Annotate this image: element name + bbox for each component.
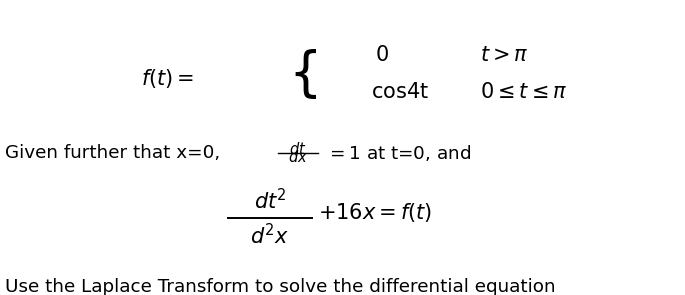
Text: $\mathrm{cos4t}$: $\mathrm{cos4t}$ (371, 82, 429, 102)
Text: $dt^2$: $dt^2$ (253, 188, 286, 213)
Text: $t > \pi$: $t > \pi$ (480, 45, 529, 65)
Text: Given further that x=0,: Given further that x=0, (5, 144, 220, 162)
Text: $= 1$ at t=0, and: $= 1$ at t=0, and (326, 143, 471, 163)
Text: Use the Laplace Transform to solve the differential equation: Use the Laplace Transform to solve the d… (5, 278, 556, 295)
Text: $d^2x$: $d^2x$ (251, 223, 290, 248)
Text: $\{$: $\{$ (288, 47, 318, 101)
Text: $0$: $0$ (375, 45, 389, 65)
Text: $f(t) =$: $f(t) =$ (141, 66, 195, 89)
Text: $dt$: $dt$ (289, 141, 307, 157)
Text: $0 \leq t \leq \pi$: $0 \leq t \leq \pi$ (480, 82, 568, 102)
Text: $+ 16x = f(t)$: $+ 16x = f(t)$ (318, 201, 432, 224)
Text: $dx$: $dx$ (288, 149, 308, 165)
